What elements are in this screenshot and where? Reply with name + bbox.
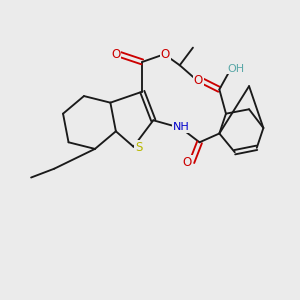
Text: O: O [183,156,192,169]
Text: O: O [194,74,203,87]
Text: O: O [161,48,170,61]
Text: S: S [135,141,143,154]
Text: NH: NH [172,122,189,132]
Text: O: O [111,48,121,61]
Text: OH: OH [227,64,244,74]
